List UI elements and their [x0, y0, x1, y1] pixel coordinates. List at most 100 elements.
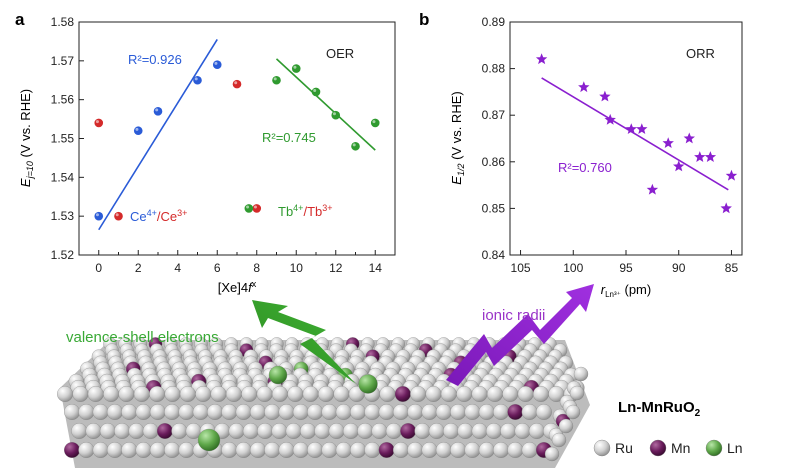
ru-atom [287, 386, 304, 402]
ru-atom [72, 386, 89, 402]
ru-atom [532, 386, 549, 402]
ru-atom [471, 386, 488, 402]
panel-b-letter: b [419, 10, 429, 29]
ru-atom [392, 442, 409, 458]
y-tick-label: 0.87 [482, 108, 506, 122]
panel-a-r2-blue: R²=0.926 [128, 52, 182, 67]
ru-atom [507, 442, 524, 458]
ru-atom [457, 423, 474, 439]
data-point [94, 211, 104, 221]
ru-atom [500, 423, 517, 439]
ru-atom [164, 404, 181, 420]
data-point-star [578, 81, 590, 93]
legend-label: Mn [671, 440, 690, 456]
ru-atom [114, 423, 131, 439]
ru-atom [164, 386, 181, 402]
ru-atom [471, 423, 488, 439]
x-tick-label: 90 [672, 261, 686, 275]
ru-atom [485, 423, 502, 439]
data-point-star [599, 90, 611, 102]
ru-atom [135, 442, 152, 458]
data-point [272, 75, 281, 85]
ru-atom [565, 404, 581, 420]
x-tick-label: 14 [369, 261, 383, 275]
ru-atom [292, 442, 309, 458]
ru-atom [443, 423, 459, 439]
panel-b-x-title: rLn³⁺ (pm) [601, 282, 651, 299]
ru-atom [302, 386, 319, 402]
ru-atom [342, 423, 359, 439]
data-point [351, 141, 360, 151]
ru-atom [142, 423, 159, 439]
ru-atom [502, 386, 519, 402]
ru-atom [450, 442, 467, 458]
ru-atom [421, 404, 438, 420]
data-point [94, 118, 104, 128]
ru-atom [392, 404, 409, 420]
ru-atom [92, 442, 109, 458]
ru-atom [521, 404, 538, 420]
x-tick-label: 95 [619, 261, 633, 275]
ru-atom [364, 404, 381, 420]
mn-atom [378, 442, 395, 458]
data-point-star [694, 151, 706, 162]
data-point [244, 204, 254, 213]
data-point-star [636, 123, 648, 134]
ru-atom [106, 442, 123, 458]
data-point [133, 126, 143, 136]
legend-label: Ln [727, 440, 743, 456]
ru-atom [493, 404, 509, 420]
ru-atom [407, 404, 424, 420]
y-tick-label: 1.53 [51, 209, 75, 223]
data-point-star [704, 151, 717, 162]
x-tick-label: 100 [563, 261, 583, 275]
ru-atom [99, 423, 116, 439]
y-tick-label: 1.56 [51, 93, 75, 107]
ru-atom [517, 386, 534, 402]
ru-atom [225, 386, 242, 402]
ru-atom [118, 386, 135, 402]
ru-atom [478, 404, 495, 420]
ru-atom [321, 442, 338, 458]
ru-atom [235, 442, 252, 458]
ru-atom [278, 404, 295, 420]
ru-atom [371, 423, 388, 439]
atom-legend: Ru Mn Ln [593, 439, 743, 457]
ru-atom [121, 404, 138, 420]
ru-atom [221, 442, 238, 458]
data-point [232, 79, 242, 89]
ru-atom [421, 442, 438, 458]
ru-atom [300, 423, 316, 439]
data-point-star [625, 123, 637, 134]
ln-atom [197, 428, 221, 452]
ru-atom [307, 404, 324, 420]
valence-arrow-icon [252, 300, 356, 384]
ru-atom [318, 386, 334, 402]
y-tick-label: 0.86 [482, 155, 506, 169]
ru-atom [335, 442, 352, 458]
y-tick-label: 1.58 [51, 15, 75, 29]
ru-atom [435, 442, 452, 458]
panel-a: a 1.52 1.53 1.54 1.55 1.56 1.57 1.58 0 2 4 6 8 10 12… [15, 10, 396, 295]
ru-atom [133, 386, 150, 402]
ru-atom [192, 404, 209, 420]
data-point-star [535, 53, 548, 65]
data-point-star [604, 113, 616, 125]
material-name: Ln-MnRuO2 [618, 399, 701, 419]
mn-atom [64, 442, 80, 458]
valence-label: valence-shell electrons [66, 329, 219, 346]
ionic-label: ionic radii [482, 307, 545, 324]
ru-atom [385, 423, 402, 439]
y-tick-label: 0.84 [482, 248, 506, 262]
ru-atom [350, 442, 366, 458]
ru-atom [103, 386, 120, 402]
ru-atom [407, 442, 424, 458]
mn-atom [156, 423, 173, 439]
legend-swatch [593, 439, 611, 457]
panel-b-y-title: E1/2 (V vs. RHE) [449, 91, 466, 184]
data-point [212, 60, 222, 70]
panel-a-fit-lines [98, 39, 376, 231]
ru-atom [92, 404, 109, 420]
ru-atom [551, 432, 567, 448]
ru-atom [57, 386, 73, 402]
